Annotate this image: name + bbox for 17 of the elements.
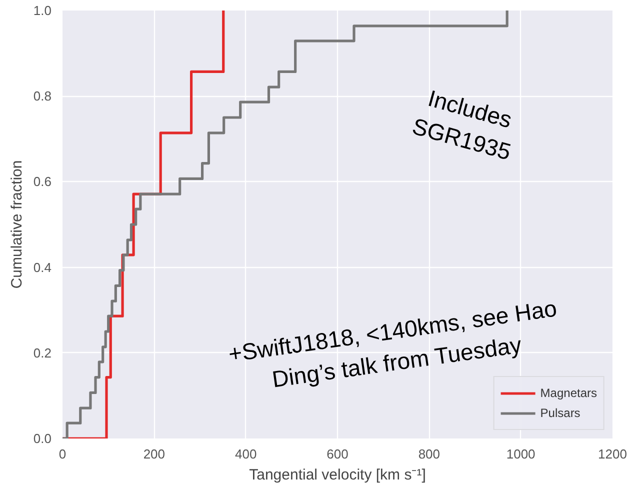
x-tick-label: 600 [326, 446, 348, 462]
y-tick-label: 0.0 [33, 431, 52, 446]
y-tick-label: 0.2 [33, 345, 52, 360]
y-axis-title: Cumulative fraction [8, 160, 26, 289]
x-tick-label: 1200 [598, 446, 627, 462]
x-tick-label: 400 [234, 446, 257, 462]
legend-label: Pulsars [540, 406, 580, 420]
y-tick-label: 0.4 [33, 260, 52, 275]
x-tick-label: 0 [58, 446, 66, 462]
x-axis-title: Tangential velocity [km s⁻¹] [249, 466, 426, 484]
legend-label: Magnetars [540, 386, 597, 400]
y-tick-label: 0.8 [33, 88, 52, 104]
x-tick-label: 800 [418, 446, 440, 462]
x-tick-label: 1000 [506, 446, 536, 462]
x-tick-label: 200 [143, 446, 166, 462]
y-tick-label: 1.0 [33, 3, 52, 18]
y-tick-label: 0.6 [33, 174, 52, 190]
